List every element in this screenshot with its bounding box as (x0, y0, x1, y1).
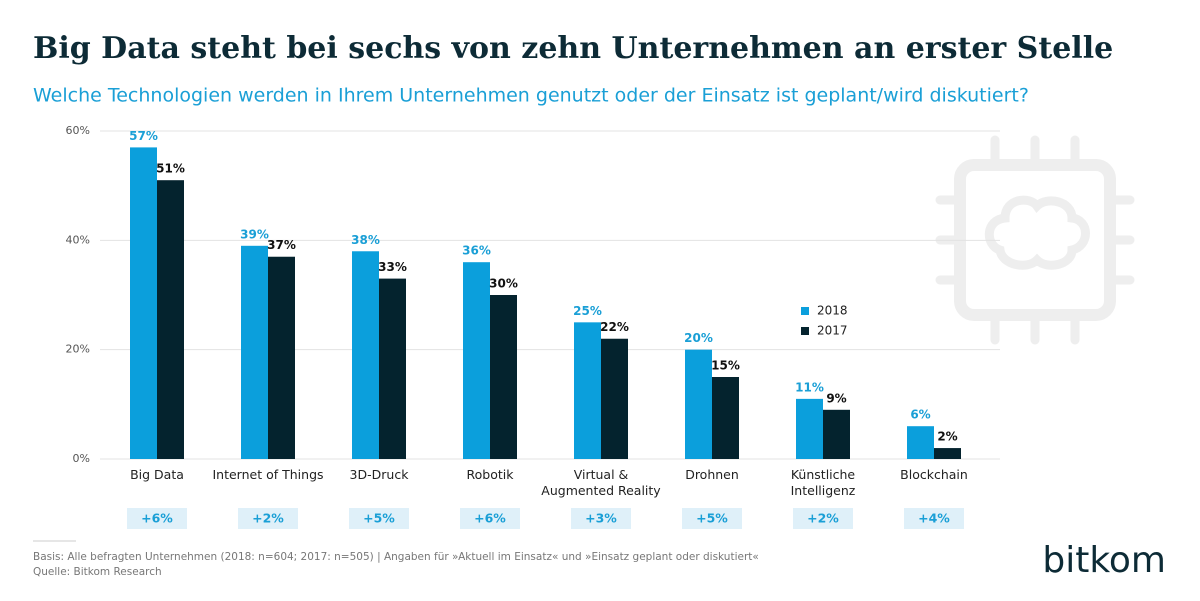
value-label: 11% (795, 380, 824, 394)
difference-label: +5% (363, 511, 395, 526)
value-label: 37% (267, 238, 296, 252)
bar (712, 377, 739, 459)
bar (934, 448, 961, 459)
value-label: 51% (156, 162, 185, 176)
chart-subtitle: Welche Technologien werden in Ihrem Unte… (33, 85, 1029, 107)
x-tick-label: Drohnen (685, 467, 739, 482)
x-tick-label: Blockchain (900, 467, 968, 482)
x-tick-label: Künstliche Intelligenz (790, 467, 856, 498)
bar (463, 262, 490, 459)
footnote: Basis: Alle befragten Unternehmen (2018:… (33, 551, 759, 563)
value-label: 20% (684, 331, 713, 345)
y-tick-label: 0% (73, 452, 90, 465)
bar (796, 398, 823, 459)
bar (907, 426, 934, 459)
value-label: 30% (489, 277, 518, 291)
value-label: 25% (573, 304, 602, 318)
value-label: 39% (240, 227, 269, 241)
value-label: 33% (378, 260, 407, 274)
bar (130, 147, 157, 459)
background-icon (935, 135, 1135, 345)
difference-badge (127, 508, 187, 529)
difference-badge (460, 508, 520, 529)
difference-label: +3% (585, 511, 617, 526)
value-label: 38% (351, 233, 380, 247)
bar (574, 322, 601, 459)
difference-label: +5% (696, 511, 728, 526)
bar (352, 251, 379, 459)
value-label: 36% (462, 244, 491, 258)
y-tick-label: 60% (66, 124, 90, 137)
value-label: 22% (600, 320, 629, 334)
legend-label: 2017 (817, 324, 848, 338)
difference-badge (349, 508, 409, 529)
value-label: 57% (129, 129, 158, 143)
x-tick-label: 3D-Druck (349, 467, 409, 482)
difference-label: +2% (807, 511, 839, 526)
bar (823, 409, 850, 459)
chart-title: Big Data steht bei sechs von zehn Untern… (33, 31, 1113, 66)
x-tick-label: Internet of Things (212, 467, 324, 482)
value-label: 2% (937, 430, 957, 444)
difference-label: +6% (141, 511, 173, 526)
bar (241, 245, 268, 459)
difference-badge (793, 508, 853, 529)
difference-badge (682, 508, 742, 529)
bar (157, 180, 184, 459)
value-label: 6% (910, 408, 930, 422)
source: Quelle: Bitkom Research (33, 566, 162, 578)
x-tick-label: Big Data (130, 467, 184, 482)
x-tick-label: Robotik (466, 467, 514, 482)
x-tick-label: Virtual & Augmented Reality (541, 467, 661, 498)
difference-badge (904, 508, 964, 529)
difference-label: +4% (918, 511, 950, 526)
legend-label: 2018 (817, 304, 848, 318)
bar (601, 338, 628, 459)
bar (685, 349, 712, 459)
difference-label: +2% (252, 511, 284, 526)
logo: bitkom (1042, 540, 1166, 581)
legend-swatch (801, 307, 809, 315)
difference-badge (238, 508, 298, 529)
difference-badge (571, 508, 631, 529)
bar (490, 295, 517, 459)
bar (379, 278, 406, 459)
bar (268, 256, 295, 459)
legend-swatch (801, 327, 809, 335)
difference-label: +6% (474, 511, 506, 526)
y-tick-label: 20% (66, 343, 90, 356)
value-label: 15% (711, 359, 740, 373)
value-label: 9% (826, 391, 846, 405)
y-tick-label: 40% (66, 233, 90, 246)
